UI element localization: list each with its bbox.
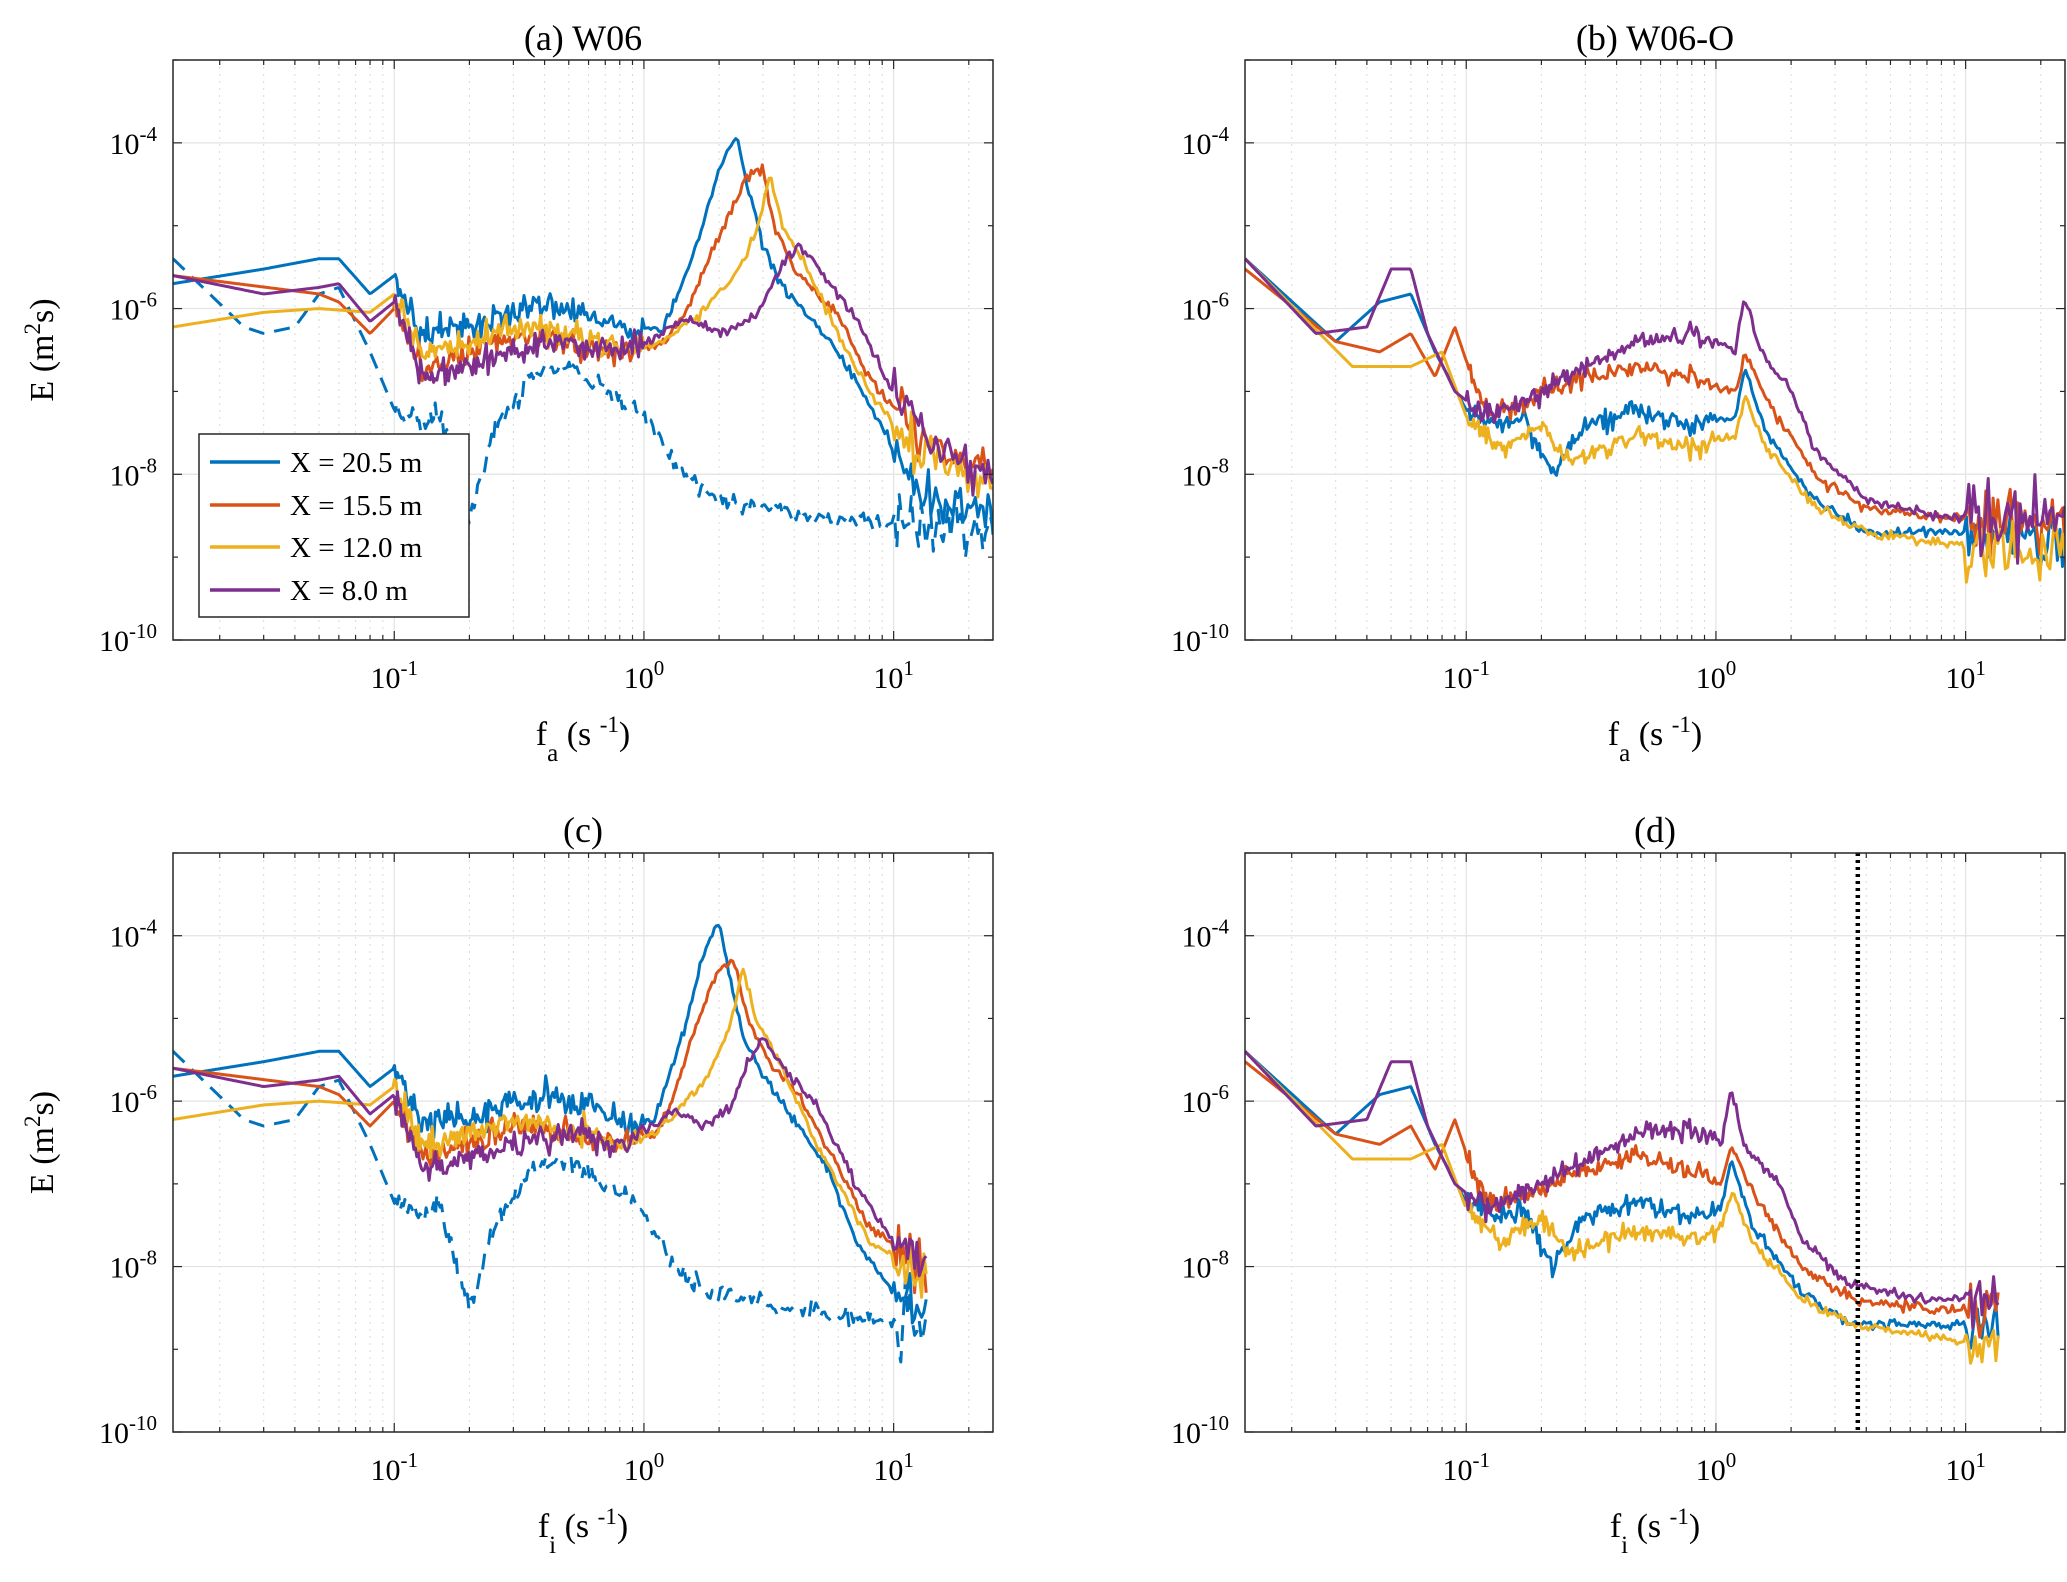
legend: X = 20.5 m X = 15.5 m X = 12.0 m X = 8.0… bbox=[198, 433, 470, 618]
series-line bbox=[1245, 257, 2065, 571]
panel-title: (c) bbox=[563, 810, 603, 850]
series-group bbox=[173, 924, 928, 1364]
axes-box bbox=[1244, 59, 2066, 641]
series-line bbox=[173, 137, 993, 536]
x-axis-label: fi (s -1) bbox=[1610, 1504, 1700, 1559]
y-axis-label: E (m2s) bbox=[20, 298, 61, 401]
y-tick-label: 10-10 bbox=[1171, 1411, 1229, 1450]
x-axis-label: fa (s -1) bbox=[536, 712, 631, 767]
series-group bbox=[173, 137, 993, 560]
legend-label: X = 20.5 m bbox=[290, 447, 423, 479]
x-tick-label: 10-1 bbox=[370, 656, 418, 695]
panel-title: (a) W06 bbox=[524, 18, 642, 58]
series-line bbox=[173, 967, 928, 1299]
legend-entry: X = 20.5 m bbox=[210, 447, 423, 479]
tick-marks bbox=[173, 59, 993, 641]
series-line bbox=[173, 958, 928, 1295]
axes-box bbox=[1244, 852, 2066, 1433]
panel-title: (d) bbox=[1634, 810, 1676, 850]
panel-title: (b) W06-O bbox=[1576, 18, 1734, 58]
legend-entry: X = 12.0 m bbox=[210, 532, 423, 564]
series-line bbox=[1245, 1049, 2000, 1330]
series-group bbox=[1245, 257, 2065, 584]
y-axis-label: E (m2s) bbox=[20, 1091, 61, 1194]
series-line bbox=[1245, 257, 2065, 565]
legend-entry: X = 8.0 m bbox=[210, 575, 408, 607]
legend-entry: X = 15.5 m bbox=[210, 490, 423, 522]
axes-box bbox=[172, 852, 994, 1433]
series-line bbox=[1245, 1049, 2000, 1350]
legend-label: X = 8.0 m bbox=[290, 575, 408, 607]
x-axis-label: fa (s -1) bbox=[1608, 712, 1703, 767]
tick-marks bbox=[1245, 59, 2065, 641]
series-line bbox=[1245, 1049, 2000, 1365]
axes-box bbox=[172, 59, 994, 641]
x-tick-label: 10-1 bbox=[1442, 656, 1490, 695]
series-line bbox=[173, 1037, 928, 1278]
tick-marks bbox=[173, 852, 993, 1433]
legend-box bbox=[198, 433, 470, 618]
series-group bbox=[1245, 1049, 2000, 1365]
series-line bbox=[173, 176, 993, 499]
x-tick-label: 10-1 bbox=[370, 1448, 418, 1487]
series-line bbox=[173, 242, 993, 497]
x-axis-label: fi (s -1) bbox=[538, 1504, 628, 1559]
legend-label: X = 12.0 m bbox=[290, 532, 423, 564]
tick-marks bbox=[1245, 852, 2065, 1433]
legend-label: X = 15.5 m bbox=[290, 490, 423, 522]
series-line bbox=[173, 1049, 928, 1364]
series-line bbox=[173, 257, 993, 560]
grid bbox=[1245, 60, 2065, 641]
y-tick-label: 10-4 bbox=[110, 122, 158, 161]
series-line bbox=[1245, 257, 2065, 584]
